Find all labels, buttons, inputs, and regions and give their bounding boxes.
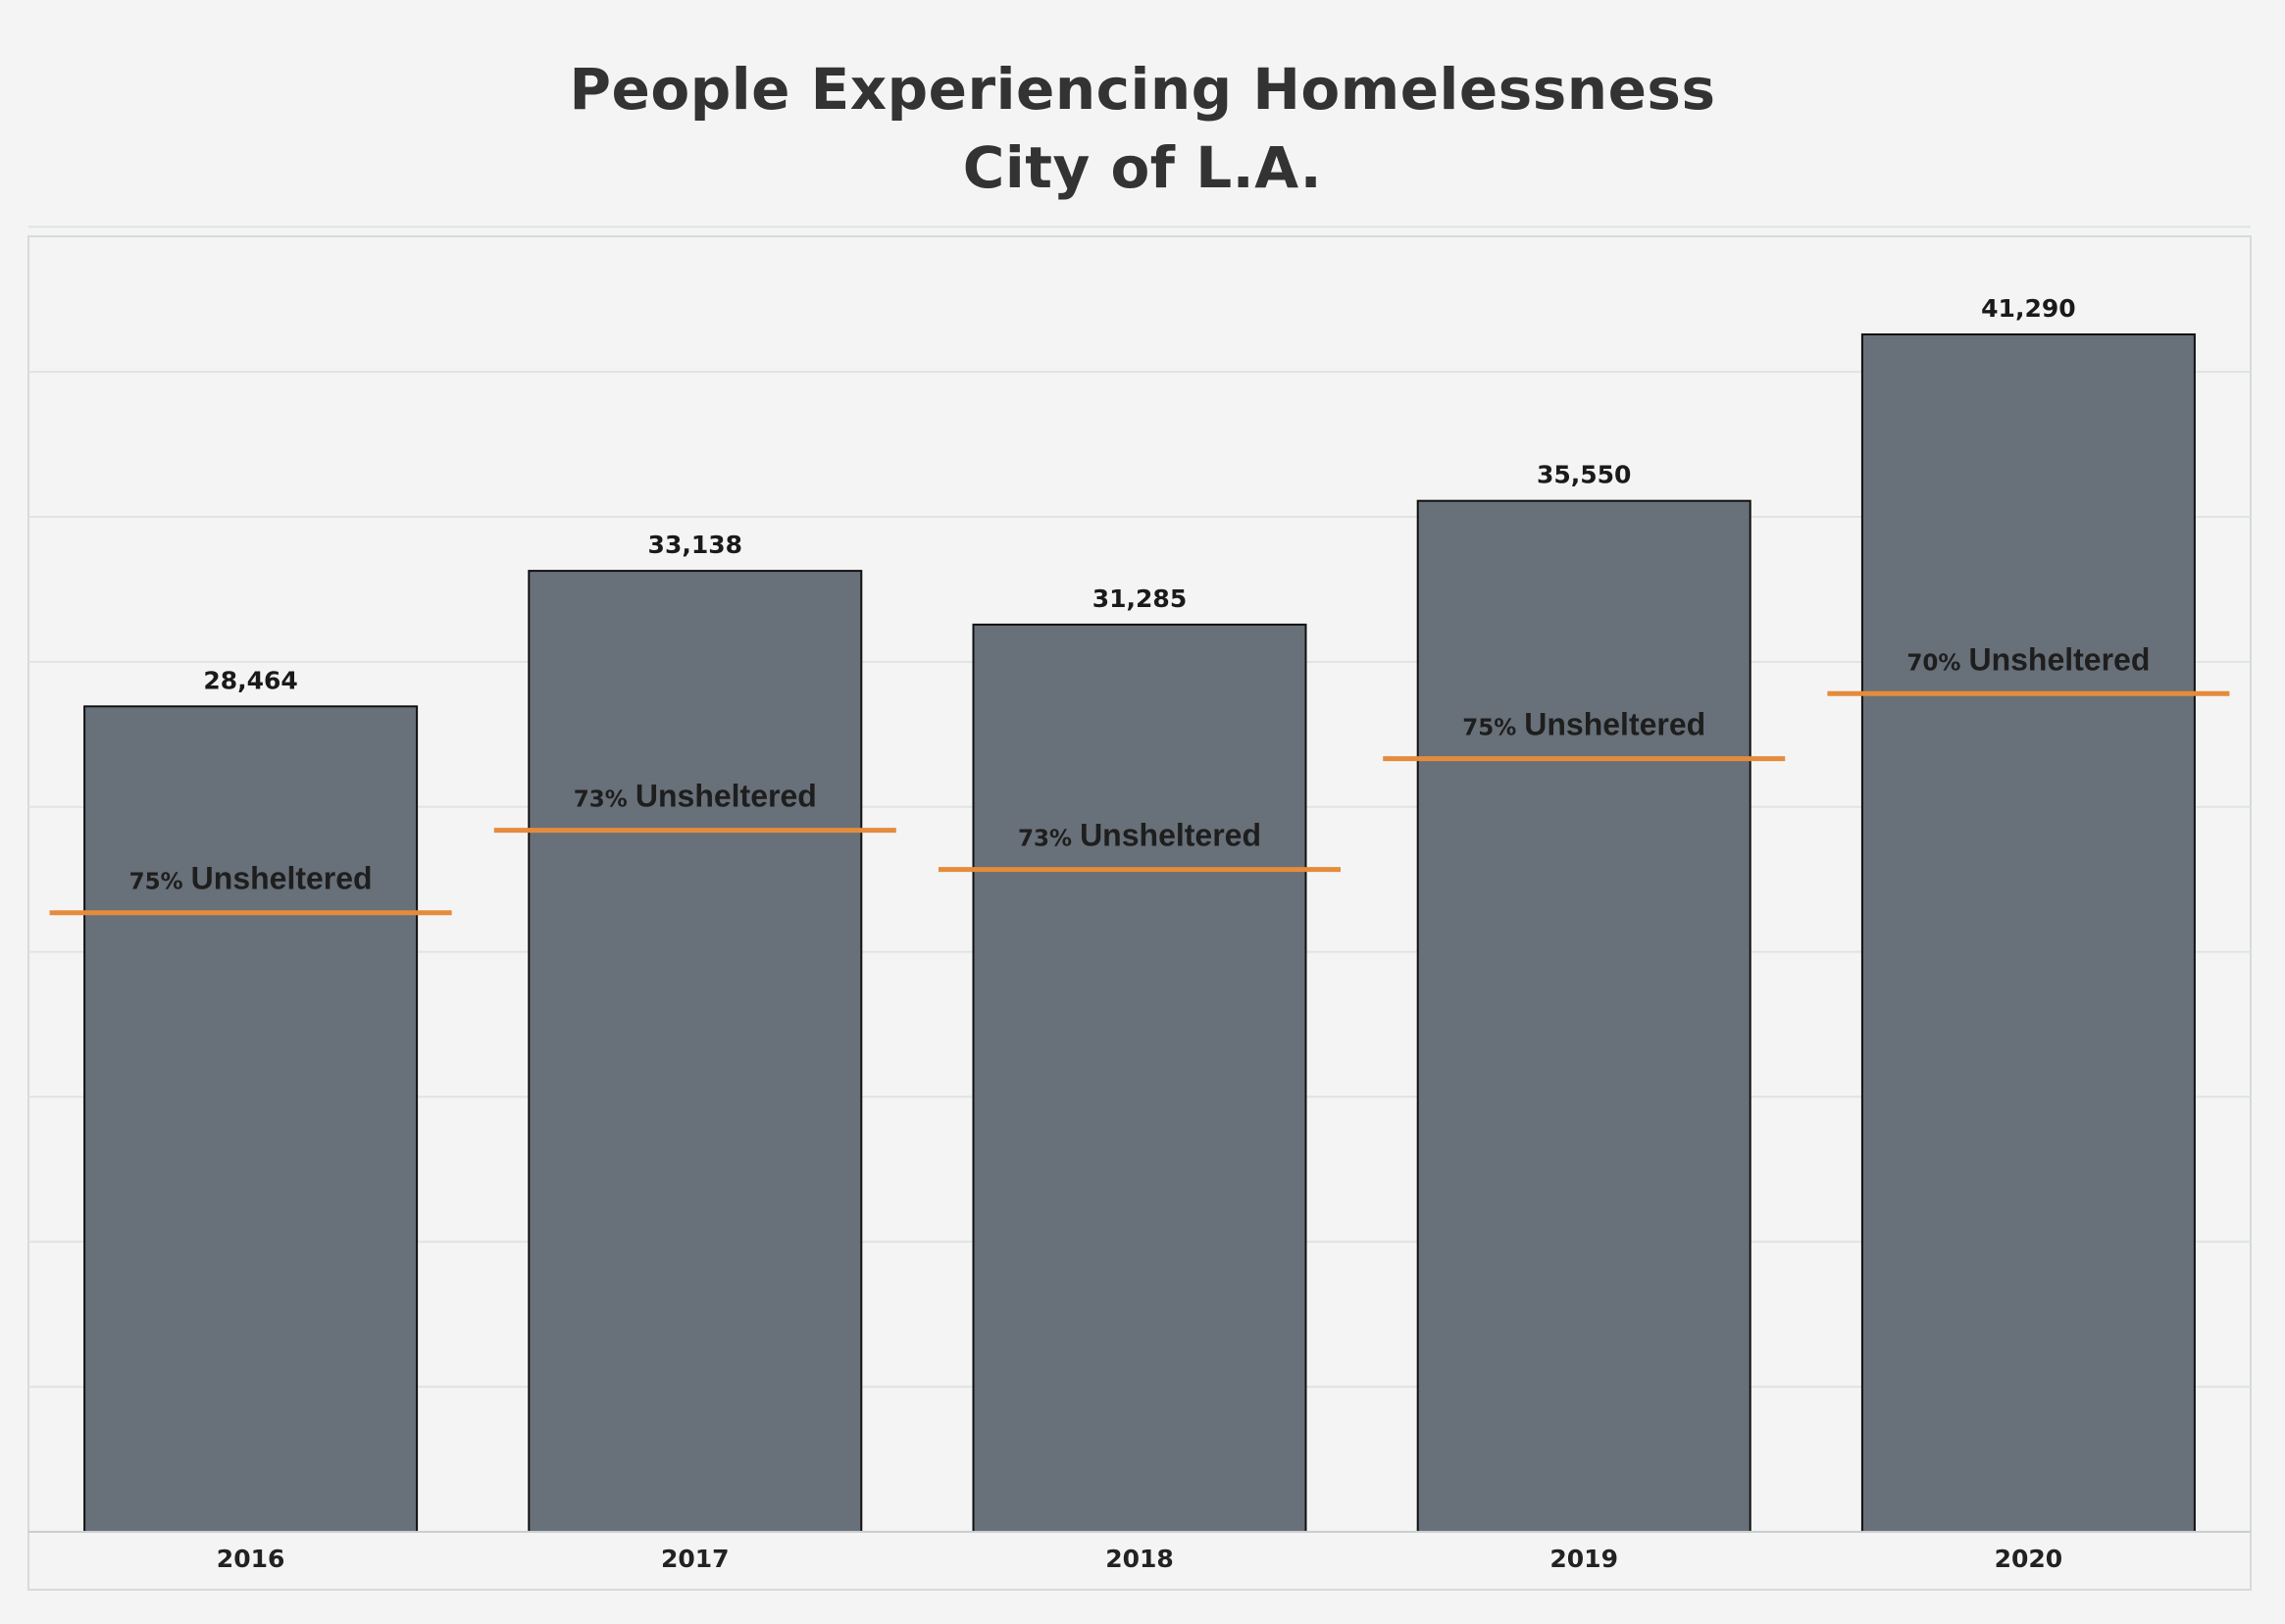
x-tick-label: 2019 <box>1549 1545 1618 1573</box>
x-tick-label: 2016 <box>217 1545 285 1573</box>
x-tick-label: 2020 <box>1995 1545 2063 1573</box>
bar-2017 <box>528 570 863 1533</box>
bar-2019 <box>1416 499 1752 1534</box>
bar-value-label: 35,550 <box>1537 461 1631 489</box>
unsheltered-label: 70% Unsheltered <box>1906 641 2150 677</box>
bar-value-label: 31,285 <box>1092 584 1187 613</box>
bar-value-label: 41,290 <box>1981 294 2075 323</box>
unsheltered-annotations: 75% Unsheltered 73% Unsheltered 73% Unshel… <box>49 641 2230 916</box>
bar-2016 <box>83 705 419 1533</box>
chart-subtitle: City of L.A. <box>962 134 1323 201</box>
bar-value-label: 28,464 <box>203 666 297 694</box>
bar-value-label: 33,138 <box>648 531 742 559</box>
x-axis-ticks: 2016 2017 2018 2019 2020 <box>217 1545 2062 1573</box>
unsheltered-label: 75% Unsheltered <box>1462 707 1705 742</box>
bar-2018 <box>972 623 1307 1533</box>
x-tick-label: 2018 <box>1105 1545 1174 1573</box>
unsheltered-label: 73% Unsheltered <box>1018 818 1261 853</box>
unsheltered-label: 75% Unsheltered <box>129 861 373 896</box>
bars: 28,464 33,138 31,285 35,550 41,290 <box>83 294 2196 1534</box>
chart-title: People Experiencing Homelessness <box>569 56 1716 123</box>
x-tick-label: 2017 <box>661 1545 730 1573</box>
unsheltered-label: 73% Unsheltered <box>574 779 817 814</box>
bar-2020 <box>1860 333 2196 1533</box>
plot-area <box>27 235 2252 1591</box>
